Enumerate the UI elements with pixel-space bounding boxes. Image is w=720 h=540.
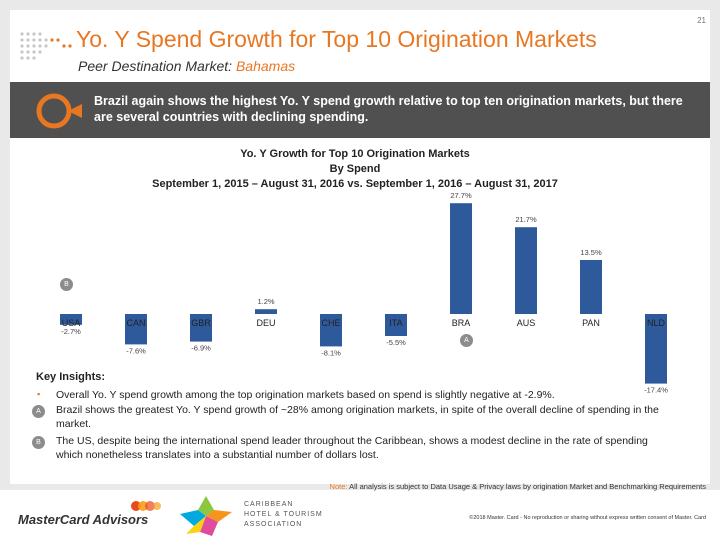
note-text: All analysis is subject to Data Usage & … — [349, 482, 706, 491]
insight-text-2: Brazil shows the greatest Yo. Y spend gr… — [56, 404, 659, 430]
chart-title-line-3: September 1, 2015 – August 31, 2016 vs. … — [152, 178, 558, 190]
chta-logo-text: CARIBBEAN HOTEL & TOURISM ASSOCIATION — [244, 500, 323, 530]
key-insights-title: Key Insights: — [36, 371, 106, 383]
data-label-can: -7.6% — [126, 346, 146, 355]
mastercard-logo-icon — [131, 501, 161, 511]
summary-banner: Brazil again shows the highest Yo. Y spe… — [10, 82, 710, 138]
page-subtitle: Peer Destination Market: Bahamas — [78, 58, 295, 74]
annotation-marker-b: B — [60, 278, 73, 291]
category-label-pan: PAN — [582, 318, 600, 328]
category-label-nld: NLD — [647, 318, 666, 328]
chart-title-line-1: Yo. Y Growth for Top 10 Origination Mark… — [240, 148, 470, 160]
bar-gbr — [190, 314, 212, 342]
footnote: Note: All analysis is subject to Data Us… — [330, 482, 706, 491]
data-label-bra: 27.7% — [450, 191, 472, 200]
chart-title-line-2: By Spend — [329, 163, 381, 175]
data-label-aus: 21.7% — [515, 215, 537, 224]
category-label-ita: ITA — [389, 318, 402, 328]
banner-text: Brazil again shows the highest Yo. Y spe… — [94, 94, 683, 124]
chta-line-3: ASSOCIATION — [244, 521, 303, 528]
data-label-pan: 13.5% — [580, 248, 602, 257]
chta-line-2: HOTEL & TOURISM — [244, 511, 323, 518]
page-title: Yo. Y Spend Growth for Top 10 Originatio… — [76, 26, 597, 52]
category-label-usa: USA — [62, 318, 81, 328]
chta-emblem-icon — [180, 496, 232, 536]
data-label-nld: -17.4% — [644, 386, 668, 395]
subtitle-label: Peer Destination Market: — [78, 58, 233, 74]
data-label-gbr: -6.9% — [191, 344, 211, 353]
insight-marker-a: A — [32, 405, 45, 418]
note-label: Note: — [329, 482, 348, 491]
category-label-aus: AUS — [517, 318, 536, 328]
footer — [0, 490, 720, 540]
data-label-che: -8.1% — [321, 348, 341, 357]
data-label-ita: -5.5% — [386, 338, 406, 347]
bar-can — [125, 314, 147, 345]
chta-line-1: CARIBBEAN — [244, 501, 294, 508]
bar-aus — [515, 227, 537, 314]
insight-text-3: The US, despite being the international … — [56, 435, 648, 461]
bar-ita — [385, 314, 407, 336]
page-number: 21 — [697, 16, 706, 25]
bar-che — [320, 314, 342, 347]
subtitle-destination: Bahamas — [235, 58, 296, 74]
bar-bra — [450, 203, 472, 314]
category-label-gbr: GBR — [191, 318, 211, 328]
arrow-circle-icon — [36, 93, 82, 129]
copyright-text: ©2018 Master. Card - No reproduction or … — [469, 515, 706, 521]
category-label-bra: BRA — [452, 318, 471, 328]
category-label-che: CHE — [321, 318, 340, 328]
insight-bullet-1: ▪ — [37, 389, 41, 399]
data-label-deu: 1.2% — [257, 297, 274, 306]
insight-marker-b: B — [32, 436, 45, 449]
bar-pan — [580, 260, 602, 314]
category-label-can: CAN — [126, 318, 145, 328]
bar-deu — [255, 309, 277, 314]
decorative-dots — [20, 32, 72, 60]
annotation-marker-a: A — [460, 334, 473, 347]
bar-nld — [645, 314, 667, 384]
data-label-usa: -2.7% — [61, 327, 81, 336]
mastercard-advisors-logo-text: MasterCard Advisors — [18, 512, 149, 527]
insight-text-1: Overall Yo. Y spend growth among the top… — [56, 389, 555, 401]
category-label-deu: DEU — [256, 318, 275, 328]
bar-usa — [60, 314, 82, 325]
